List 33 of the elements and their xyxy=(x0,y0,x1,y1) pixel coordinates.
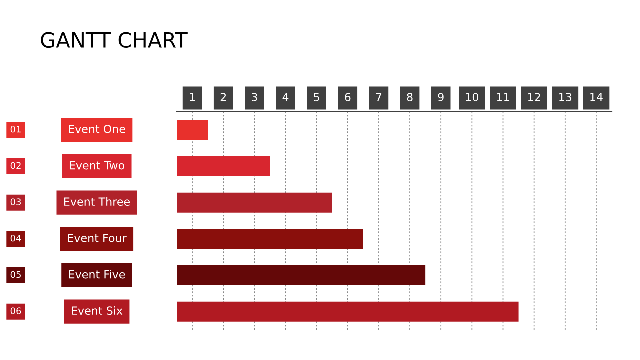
y-tick-label: Event Two xyxy=(70,161,124,170)
x-tick-label: 2 xyxy=(220,93,226,102)
x-tick-label: 14 xyxy=(590,93,603,102)
text: 04 xyxy=(10,234,22,242)
bar xyxy=(177,266,426,286)
bar xyxy=(177,192,332,213)
y-tick-label: Event Four xyxy=(68,234,127,242)
y-tick-label: Event One xyxy=(69,124,126,134)
text: 01 xyxy=(10,126,21,133)
x-tick-label: 8 xyxy=(407,93,413,102)
x-tick-label: 11 xyxy=(497,93,510,102)
text: 03 xyxy=(10,198,22,206)
x-tick-label: 4 xyxy=(282,93,289,102)
y-tick-label: Event Five xyxy=(69,270,126,279)
x-tick-label: 1 xyxy=(190,93,196,102)
x-tick-label: 10 xyxy=(466,93,479,102)
text: 05 xyxy=(10,271,21,278)
bar xyxy=(177,229,364,250)
x-tick-label: 6 xyxy=(345,93,351,102)
bar xyxy=(177,156,270,176)
bar xyxy=(177,120,208,140)
x-tick-label: 13 xyxy=(560,93,572,102)
text: 02 xyxy=(10,162,21,170)
x-tick-label: 5 xyxy=(314,93,320,102)
chart-title: GANTT CHART xyxy=(41,32,188,48)
y-tick-label: Event Three xyxy=(64,197,130,206)
y-tick-label: Event Six xyxy=(72,306,123,316)
text: 06 xyxy=(10,308,22,314)
x-tick-label: 7 xyxy=(376,93,382,102)
x-tick-label: 9 xyxy=(438,93,444,102)
bar xyxy=(177,302,519,322)
x-tick-label: 12 xyxy=(528,93,540,102)
x-tick-label: 3 xyxy=(252,93,258,102)
